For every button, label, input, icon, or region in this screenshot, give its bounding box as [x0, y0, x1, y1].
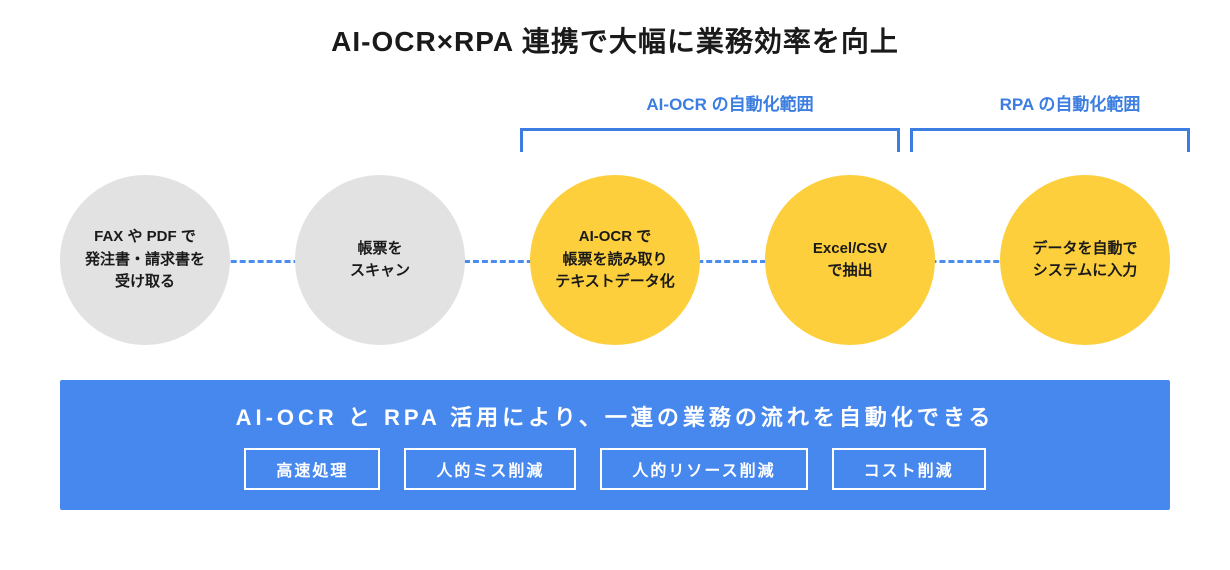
flow-row: FAX や PDF で発注書・請求書を受け取る 帳票をスキャン AI-OCR で… — [60, 170, 1170, 350]
scope-labels-container: AI-OCR の自動化範囲 RPA の自動化範囲 — [60, 90, 1170, 160]
scope-bracket-aiocr — [520, 128, 900, 152]
flow-step-5: データを自動でシステムに入力 — [1000, 175, 1170, 345]
flow-step-4: Excel/CSVで抽出 — [765, 175, 935, 345]
scope-bracket-rpa — [910, 128, 1190, 152]
bottom-banner: AI-OCR と RPA 活用により、一連の業務の流れを自動化できる 高速処理 … — [60, 380, 1170, 510]
flow-step-2: 帳票をスキャン — [295, 175, 465, 345]
flow-step-3: AI-OCR で帳票を読み取りテキストデータ化 — [530, 175, 700, 345]
banner-tag-3: 人的リソース削減 — [600, 448, 807, 490]
banner-tag-4: コスト削減 — [832, 448, 986, 490]
banner-tag-1: 高速処理 — [244, 448, 380, 490]
page-title: AI-OCR×RPA 連携で大幅に業務効率を向上 — [60, 20, 1170, 60]
scope-label-aiocr: AI-OCR の自動化範囲 — [580, 90, 880, 115]
scope-label-rpa: RPA の自動化範囲 — [940, 90, 1200, 115]
banner-tag-row: 高速処理 人的ミス削減 人的リソース削減 コスト削減 — [90, 448, 1140, 490]
banner-tag-2: 人的ミス削減 — [404, 448, 576, 490]
flow-step-1: FAX や PDF で発注書・請求書を受け取る — [60, 175, 230, 345]
banner-title: AI-OCR と RPA 活用により、一連の業務の流れを自動化できる — [90, 400, 1140, 432]
